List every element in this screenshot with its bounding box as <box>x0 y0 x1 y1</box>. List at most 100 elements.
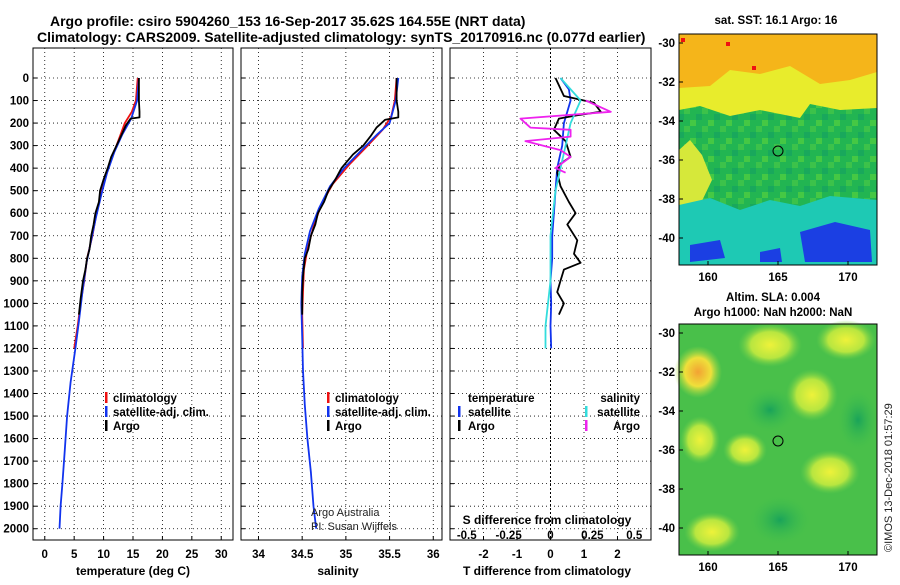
pressure-tick-label: 100 <box>10 96 29 108</box>
x-tick-label: 1 <box>581 549 588 561</box>
x-tick-label: 34.5 <box>291 549 314 561</box>
top-x-tick-label: 0 <box>547 530 553 542</box>
legend-swatch-t-satellite <box>458 406 461 417</box>
legend-swatch-climatology <box>105 392 108 403</box>
sla-map-high-blob <box>786 369 838 421</box>
pressure-tick-label: 400 <box>10 163 29 175</box>
x-tick-label: 5 <box>71 549 78 561</box>
salinity-legend: climatology satellite-adj. clim. Argo <box>327 392 431 433</box>
map-y-tick-label: -40 <box>658 523 675 535</box>
x-tick-label: 35.5 <box>378 549 401 561</box>
sst-map-red-pixel <box>726 42 730 46</box>
x-tick-label: 15 <box>127 549 140 561</box>
map-y-tick-label: -30 <box>658 38 675 50</box>
sla-map-low-blob <box>744 388 796 432</box>
x-tick-label: 0 <box>42 549 48 561</box>
map-y-tick-label: -38 <box>658 194 675 206</box>
sla-map-high-blob <box>738 323 802 367</box>
sla-map-low-blob <box>750 496 810 544</box>
sla-map-high-blob <box>816 320 876 360</box>
argo-float-marker <box>772 435 784 447</box>
top-x-tick-label: 0.25 <box>581 530 604 542</box>
legend-swatch-t-argo <box>458 420 461 431</box>
top-x-tick-label: 0.5 <box>626 530 643 542</box>
legend-title-salinity: salinity <box>600 393 640 405</box>
series-line-difference-salinity-satellite <box>544 77 582 349</box>
sst-map <box>678 33 878 266</box>
legend-label-t-satellite: satellite <box>468 407 511 419</box>
sla-map-high-blob <box>674 346 722 398</box>
salinity-panel-frame <box>240 47 443 541</box>
sst-map-red-pixel <box>752 66 756 70</box>
map-y-tick-label: -32 <box>658 367 675 379</box>
legend-label-s-argo: Argo <box>613 421 640 433</box>
pressure-tick-label: 300 <box>10 141 29 153</box>
legend-label-t-argo: Argo <box>468 421 495 433</box>
pressure-tick-label: 600 <box>10 208 29 220</box>
pressure-tick-label: 1400 <box>3 389 29 401</box>
argo-float-marker <box>772 145 784 157</box>
series-line-temperature-argo <box>78 78 141 315</box>
legend-swatch-argo <box>327 420 330 431</box>
map-y-tick-label: -40 <box>658 233 675 245</box>
pressure-tick-label: 500 <box>10 186 29 198</box>
x-tick-label: 36 <box>427 549 440 561</box>
pressure-tick-label: 1100 <box>4 321 29 333</box>
legend-label-s-satellite: satellite <box>597 407 640 419</box>
pressure-tick-label: 1800 <box>3 479 29 491</box>
x-tick-label: -2 <box>478 549 488 561</box>
x-tick-label: 20 <box>156 549 169 561</box>
pressure-axis: 0 100 200 300 400 500 600 700 800 900 1000 1100 1200… <box>3 73 29 536</box>
difference-top-x-label: S difference from climatology <box>463 513 632 527</box>
series-line-temperature-satellite-adj-clim- <box>58 77 140 529</box>
legend-label-satellite: satellite-adj. clim. <box>113 407 209 419</box>
map-y-tick-label: -32 <box>658 77 675 89</box>
map-y-tick-label: -36 <box>658 155 675 167</box>
plot-title-line1: Argo profile: csiro 5904260_153 16-Sep-2… <box>50 13 525 29</box>
pressure-tick-label: 1500 <box>3 411 29 423</box>
series-line-difference-salinity-argo <box>519 99 612 174</box>
grid-lines <box>33 48 651 540</box>
map-x-tick-label: 170 <box>838 272 857 284</box>
pressure-tick-label: 1300 <box>3 366 29 378</box>
sla-map-title-line2: Argo h1000: NaN h2000: NaN <box>694 307 853 319</box>
x-tick-label: 10 <box>97 549 110 561</box>
legend-label-climatology: climatology <box>335 393 400 405</box>
pressure-tick-label: 1900 <box>3 501 29 513</box>
legend-swatch-satellite <box>327 406 330 417</box>
series-line-salinity-satellite-adj-clim- <box>300 77 400 529</box>
pressure-tick-label: 1700 <box>3 456 29 468</box>
legend-swatch-climatology <box>327 392 330 403</box>
map-x-tick-label: 160 <box>698 562 717 574</box>
pressure-tick-label: 1600 <box>3 434 29 446</box>
legend-swatch-satellite <box>105 406 108 417</box>
legend-swatch-s-satellite <box>585 406 588 417</box>
pressure-tick-label: 1200 <box>3 343 29 355</box>
map-y-tick-label: -30 <box>658 328 675 340</box>
salinity-x-label: salinity <box>317 564 359 578</box>
x-tick-label: 2 <box>614 549 620 561</box>
pressure-tick-label: 0 <box>23 73 29 85</box>
pressure-tick-label: 700 <box>10 231 29 243</box>
pressure-tick-label: 2000 <box>3 524 29 536</box>
legend-swatch-argo <box>105 420 108 431</box>
legend-label-argo: Argo <box>335 421 362 433</box>
x-tick-label: 30 <box>215 549 228 561</box>
map-x-tick-label: 165 <box>768 562 788 574</box>
sst-map-transition-band <box>679 66 877 120</box>
sst-map-mid-region <box>679 104 877 212</box>
map-y-tick-label: -38 <box>658 484 675 496</box>
pressure-tick-label: 900 <box>10 276 29 288</box>
map-y-tick-label: -34 <box>658 406 675 418</box>
x-tick-label: 34 <box>252 549 265 561</box>
sla-map-low-blob <box>838 390 878 450</box>
pressure-tick-label: 800 <box>10 253 29 265</box>
top-x-tick-label: -0.25 <box>496 530 523 542</box>
sst-map-red-pixel <box>681 38 685 42</box>
sla-map-high-blob <box>800 450 860 494</box>
sla-map-high-blob <box>680 416 720 464</box>
sla-map-title-line1: Altim. SLA: 0.004 <box>726 292 821 304</box>
map-y-tick-label: -36 <box>658 445 675 457</box>
x-tick-label: 35 <box>339 549 352 561</box>
